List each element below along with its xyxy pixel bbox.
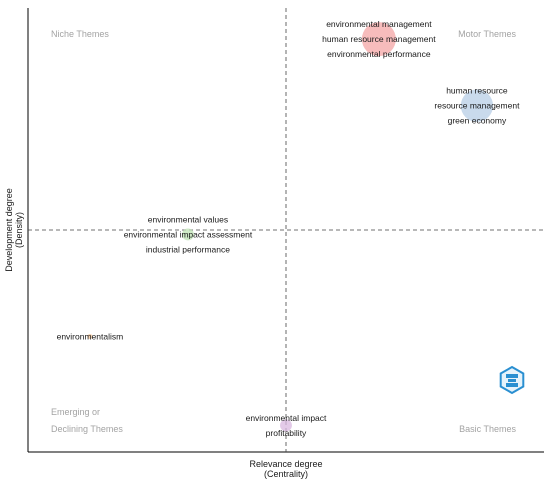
theme-label-3-3: industrial performance: [146, 244, 230, 254]
theme-label-1-3: environmental performance: [327, 49, 431, 59]
quadrant-label-emerging: Emerging or: [51, 407, 100, 417]
x-axis-title: (Centrality): [264, 469, 308, 479]
quadrant-label-motor: Motor Themes: [458, 29, 516, 39]
quadrant-label-niche: Niche Themes: [51, 29, 109, 39]
x-axis-title: Relevance degree: [249, 459, 322, 469]
theme-label-1-1: environmental management: [326, 19, 432, 29]
quadrant-label-basic: Basic Themes: [459, 424, 516, 434]
y-axis-title: (Density): [14, 212, 24, 248]
theme-label-2-2: resource management: [434, 101, 520, 111]
logo-bar-mid: [508, 379, 516, 382]
theme-bubble-5: [280, 419, 292, 432]
theme-bubble-3: [182, 228, 194, 241]
theme-label-3-2: environmental impact assessment: [124, 229, 253, 239]
theme-label-2-1: human resource: [446, 86, 508, 96]
theme-label-4-1: environmentalism: [57, 332, 124, 342]
theme-label-1-2: human resource management: [322, 34, 436, 44]
quadrant-label-emerging: Declining Themes: [51, 424, 123, 434]
theme-label-5-2: profitability: [266, 428, 307, 438]
theme-label-2-3: green economy: [448, 116, 507, 126]
theme-label-3-1: environmental values: [148, 214, 228, 224]
theme-bubble-2: [460, 89, 494, 122]
theme-bubble-1: [361, 22, 396, 57]
logo-bar-bottom: [506, 383, 518, 387]
theme-label-5-1: environmental impact: [246, 413, 327, 423]
logo-bar-top: [506, 374, 518, 378]
y-axis-title: Development degree: [4, 188, 14, 272]
theme-bubble-4: [87, 334, 93, 340]
